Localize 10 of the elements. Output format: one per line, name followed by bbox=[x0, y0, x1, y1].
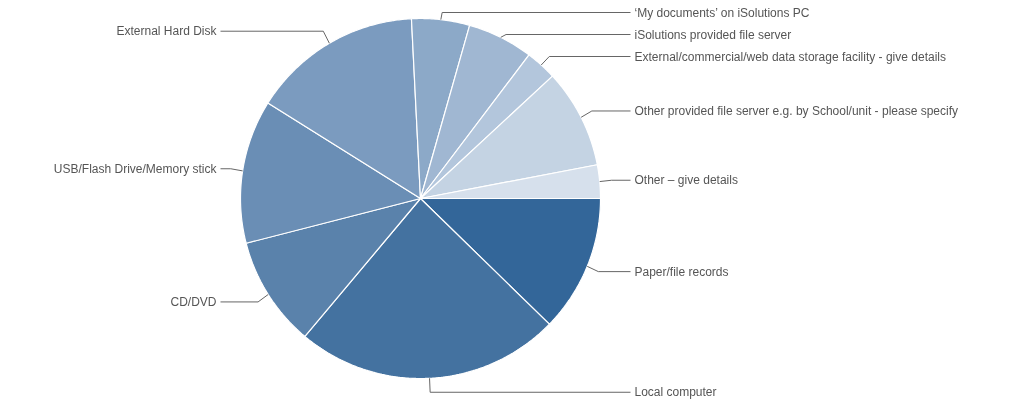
slice-label: Local computer bbox=[634, 385, 717, 400]
slice-label: External Hard Disk bbox=[116, 24, 218, 39]
slice-label: Other provided file server e.g. by School/unit - please specify bbox=[634, 103, 958, 118]
slice-label: USB/Flash Drive/Memory stick bbox=[53, 161, 218, 176]
slice-label: External/commercial/web data storage facility - give details bbox=[634, 49, 946, 64]
slice-label: ‘My documents’ on iSolutions PC bbox=[634, 5, 810, 20]
slice-label: Paper/file records bbox=[634, 264, 729, 279]
slice-label: iSolutions provided file server bbox=[634, 27, 792, 42]
slice-label: CD/DVD bbox=[170, 294, 217, 309]
slice-label: Other – give details bbox=[634, 173, 738, 188]
